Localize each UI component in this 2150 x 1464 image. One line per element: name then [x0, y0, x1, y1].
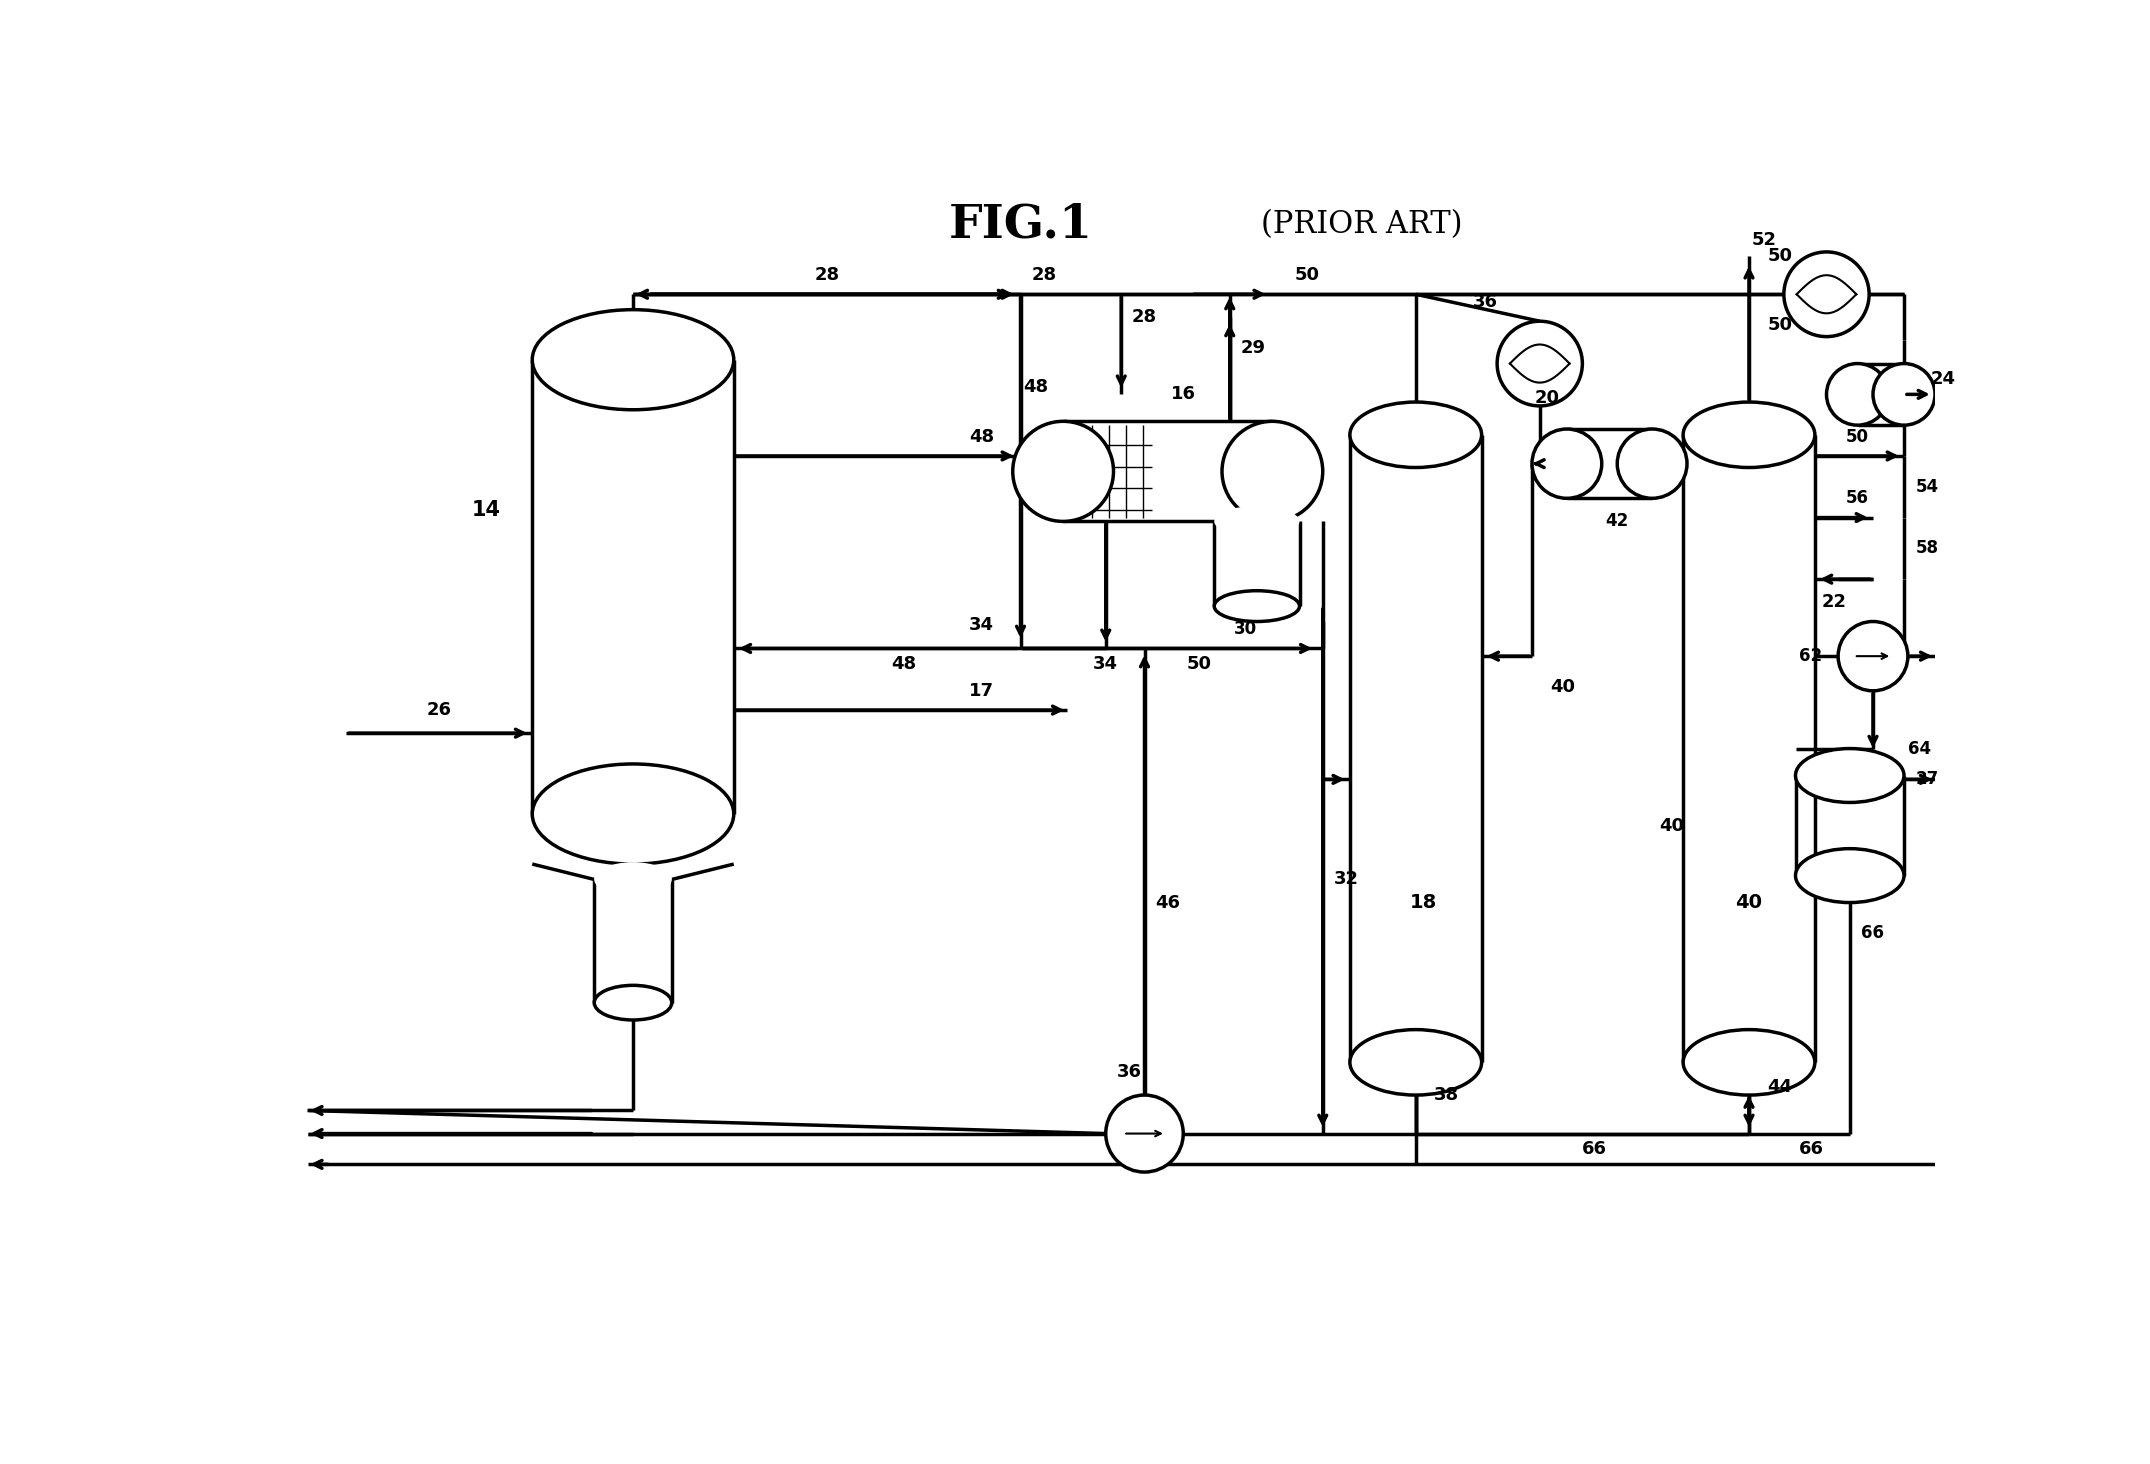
- Text: 34: 34: [1092, 654, 1118, 673]
- Text: 54: 54: [1916, 477, 1939, 496]
- Ellipse shape: [1350, 1029, 1481, 1095]
- Text: 27: 27: [1916, 770, 1939, 788]
- Text: 62: 62: [1800, 647, 1823, 665]
- Text: 18: 18: [1410, 893, 1436, 912]
- Ellipse shape: [1828, 363, 1888, 425]
- Circle shape: [1496, 321, 1582, 406]
- Text: 28: 28: [1032, 266, 1056, 284]
- Ellipse shape: [1215, 590, 1299, 622]
- Ellipse shape: [533, 310, 733, 410]
- Text: (PRIOR ART): (PRIOR ART): [1260, 209, 1462, 240]
- Ellipse shape: [1350, 403, 1481, 467]
- Text: 50: 50: [1767, 247, 1793, 265]
- Text: 66: 66: [1800, 1140, 1823, 1158]
- Text: FIG.1: FIG.1: [948, 202, 1092, 247]
- Ellipse shape: [1795, 748, 1905, 802]
- Text: 48: 48: [970, 427, 993, 445]
- Text: 29: 29: [1241, 340, 1266, 357]
- Text: 20: 20: [1535, 389, 1561, 407]
- Text: 38: 38: [1434, 1086, 1460, 1104]
- Text: 64: 64: [1907, 739, 1931, 757]
- Circle shape: [1784, 252, 1868, 337]
- Text: 46: 46: [1155, 893, 1180, 912]
- Text: 36: 36: [1473, 293, 1499, 310]
- Text: 50: 50: [1187, 654, 1210, 673]
- Text: 50: 50: [1767, 316, 1793, 334]
- Ellipse shape: [1795, 849, 1905, 903]
- Circle shape: [1105, 1095, 1183, 1173]
- Text: 48: 48: [892, 654, 916, 673]
- Ellipse shape: [593, 985, 671, 1020]
- Ellipse shape: [1013, 422, 1114, 521]
- Text: 16: 16: [1172, 385, 1195, 404]
- Text: 28: 28: [815, 266, 838, 284]
- Ellipse shape: [1215, 507, 1299, 537]
- Text: 28: 28: [1131, 309, 1157, 326]
- Text: 50: 50: [1847, 427, 1868, 445]
- Text: 14: 14: [471, 499, 501, 520]
- Ellipse shape: [533, 764, 733, 864]
- Ellipse shape: [1683, 403, 1815, 467]
- Text: 48: 48: [1023, 378, 1049, 395]
- Text: 34: 34: [970, 616, 993, 634]
- Text: 24: 24: [1931, 370, 1954, 388]
- Text: 66: 66: [1582, 1140, 1606, 1158]
- Ellipse shape: [1533, 429, 1602, 498]
- Ellipse shape: [1617, 429, 1688, 498]
- Text: 40: 40: [1735, 893, 1763, 912]
- Text: 26: 26: [426, 701, 452, 719]
- Ellipse shape: [1873, 363, 1935, 425]
- Text: 52: 52: [1752, 231, 1778, 249]
- Text: 36: 36: [1116, 1063, 1142, 1080]
- Text: 42: 42: [1606, 512, 1630, 530]
- Text: 17: 17: [970, 682, 993, 700]
- Text: 66: 66: [1862, 924, 1886, 943]
- Ellipse shape: [593, 862, 671, 897]
- Text: 40: 40: [1550, 678, 1576, 695]
- Text: 56: 56: [1847, 489, 1868, 508]
- Text: 58: 58: [1916, 539, 1939, 558]
- Text: 44: 44: [1767, 1079, 1793, 1097]
- Text: 30: 30: [1234, 621, 1258, 638]
- Ellipse shape: [1683, 1029, 1815, 1095]
- Text: 22: 22: [1821, 593, 1847, 612]
- Text: 40: 40: [1660, 817, 1683, 834]
- Text: 32: 32: [1333, 871, 1359, 889]
- Text: 50: 50: [1294, 266, 1320, 284]
- Circle shape: [1838, 622, 1907, 691]
- Ellipse shape: [1221, 422, 1322, 521]
